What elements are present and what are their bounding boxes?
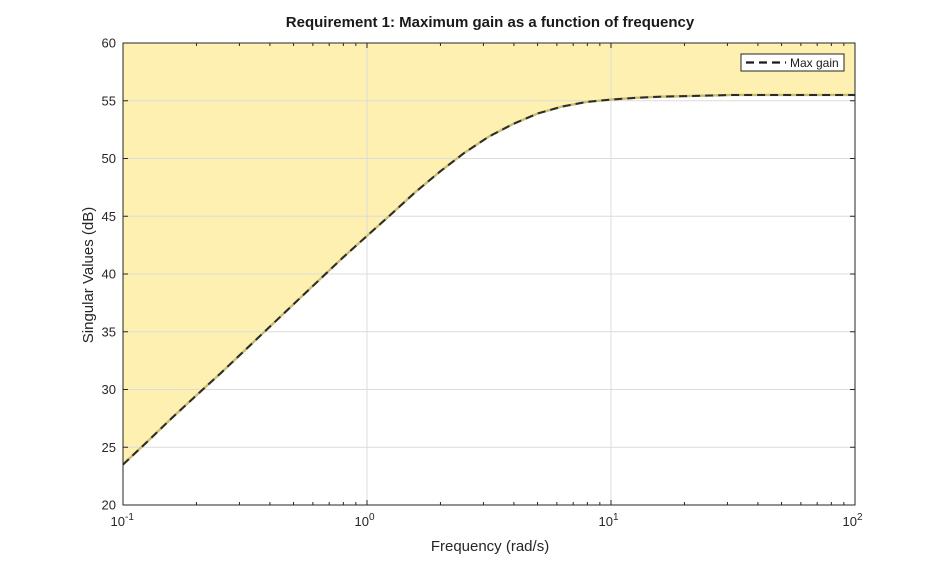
x-axis-label: Frequency (rad/s) [431,538,549,555]
x-tick-label: 10 0 [355,512,375,529]
x-tick-label: 10 -1 [111,512,135,529]
x-tick-label: 10 2 [843,512,863,529]
x-tick-label-exponent: 1 [613,512,619,523]
y-axis-label: Singular Values (dB) [80,207,97,343]
y-tick-label: 50 [102,151,116,166]
max-gain-curve [122,93,855,466]
x-tick-label-exponent: 0 [369,512,375,523]
x-tick-label-base: 10 [843,514,857,529]
legend-entry-max-gain: Max gain [790,56,839,70]
legend: Max gain [740,53,845,72]
tick-marks [122,42,855,506]
y-tick-labels: 20 25 30 35 40 45 50 55 60 [102,36,116,513]
y-tick-label: 30 [102,382,116,397]
x-tick-label-exponent: -1 [125,512,134,523]
x-tick-label-base: 10 [111,514,125,529]
x-tick-label-base: 10 [355,514,369,529]
y-tick-label: 25 [102,440,116,455]
x-tick-label-base: 10 [599,514,613,529]
y-tick-label: 45 [102,209,116,224]
grid-lines [123,43,855,505]
x-tick-label-exponent: 2 [857,512,863,523]
y-tick-label: 40 [102,267,116,282]
forbidden-region-shading [123,43,855,465]
y-tick-label: 35 [102,324,116,339]
y-tick-label: 20 [102,498,116,513]
x-tick-label: 10 1 [599,512,619,529]
legend-box [740,53,845,72]
chart-title: Requirement 1: Maximum gain as a functio… [286,14,695,31]
y-tick-label: 60 [102,36,116,51]
x-tick-labels: 10 -1 10 0 10 1 10 2 [111,512,863,529]
y-tick-label: 55 [102,93,116,108]
